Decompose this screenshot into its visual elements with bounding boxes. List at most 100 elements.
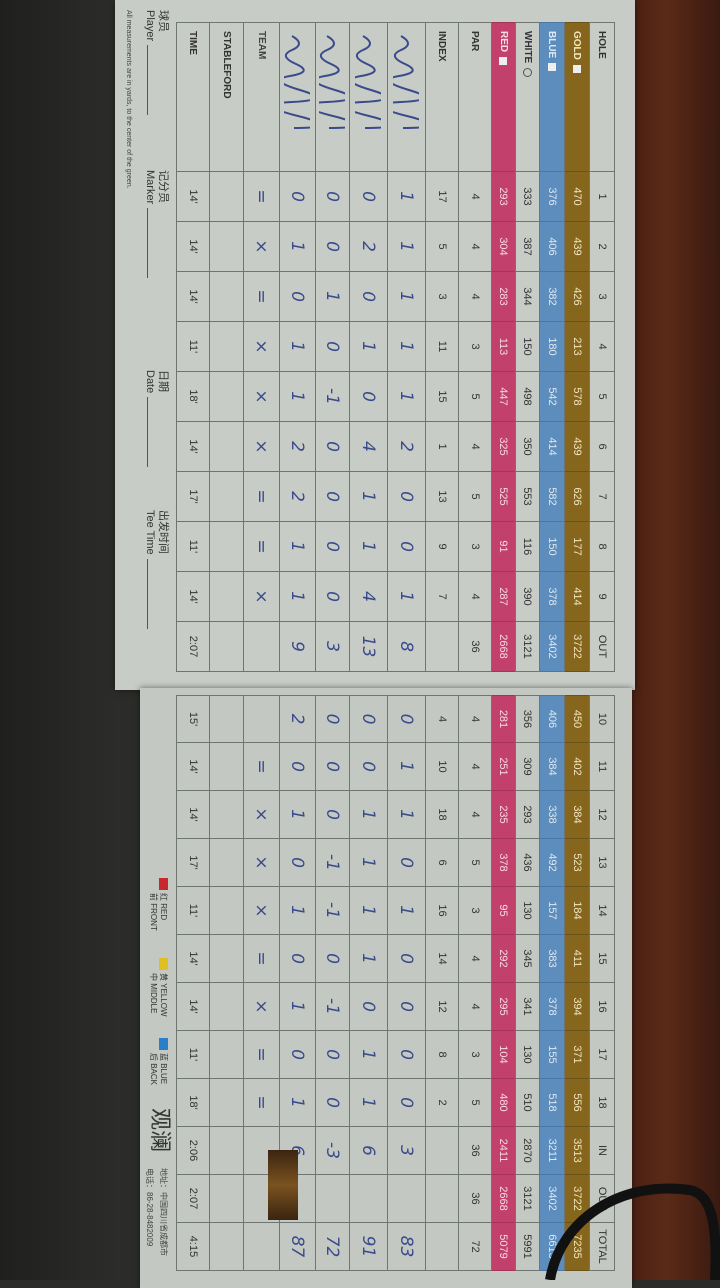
value-cell: 13 bbox=[590, 839, 614, 887]
score-cell: 1 bbox=[388, 322, 425, 372]
value-cell: 4 bbox=[459, 695, 491, 743]
value-cell: 72 bbox=[459, 1223, 491, 1271]
value-cell: 14' bbox=[177, 743, 209, 791]
wooden-table-background bbox=[630, 0, 720, 1280]
score-cell: 1 bbox=[280, 572, 315, 622]
row-label-text: RED bbox=[498, 31, 509, 53]
score-cell: 0 bbox=[388, 1079, 425, 1127]
score-cell: 0 bbox=[316, 222, 349, 272]
score-cell: 0 bbox=[316, 472, 349, 522]
value-cell: 382 bbox=[540, 272, 564, 322]
score-cell: 4 bbox=[350, 422, 387, 472]
score-cell: 72 bbox=[316, 1223, 349, 1271]
row-label-text: INDEX bbox=[436, 31, 448, 62]
value-cell bbox=[210, 983, 243, 1031]
value-cell: 371 bbox=[565, 1031, 589, 1079]
value-cell: 439 bbox=[565, 422, 589, 472]
score-cell: 1 bbox=[350, 1031, 387, 1079]
score-cell: = bbox=[244, 522, 279, 572]
value-cell: 287 bbox=[492, 572, 515, 622]
score-cell: 0 bbox=[388, 695, 425, 743]
value-cell: 3 bbox=[459, 522, 491, 572]
score-cell: 1 bbox=[280, 887, 315, 935]
row-player2: 0 0 1 1 1 1 0 1 1 6 91 bbox=[349, 695, 387, 1271]
score-cell: -3 bbox=[316, 1127, 349, 1175]
score-cell: -1 bbox=[316, 983, 349, 1031]
row-label: BLUE bbox=[540, 22, 564, 172]
value-cell: 5 bbox=[459, 1079, 491, 1127]
row-label: INDEX bbox=[426, 22, 458, 172]
score-cell: × bbox=[244, 572, 279, 622]
score-cell: 0 bbox=[350, 695, 387, 743]
value-cell: 4:15 bbox=[177, 1223, 209, 1271]
row-player3: 0 0 1 0 -1 0 0 0 0 3 bbox=[315, 22, 349, 672]
score-cell: 1 bbox=[388, 743, 425, 791]
row-label-text: HOLE bbox=[596, 31, 608, 59]
value-cell: 17 bbox=[590, 1031, 614, 1079]
value-cell: 11' bbox=[177, 322, 209, 372]
value-cell: 383 bbox=[540, 935, 564, 983]
score-cell: 0 bbox=[280, 743, 315, 791]
marker-label-en: Marker bbox=[144, 170, 156, 205]
row-label-text: BLUE bbox=[546, 31, 558, 59]
value-cell: 525 bbox=[492, 472, 515, 522]
club-address: 地址：中国四川省成都市 bbox=[159, 1168, 168, 1256]
value-cell: 251 bbox=[492, 743, 515, 791]
value-cell: 492 bbox=[540, 839, 564, 887]
score-cell: 0 bbox=[350, 172, 387, 222]
score-cell: × bbox=[244, 983, 279, 1031]
value-cell: 283 bbox=[492, 272, 515, 322]
value-cell: 6 bbox=[426, 839, 458, 887]
value-cell: 235 bbox=[492, 791, 515, 839]
value-cell: 5991 bbox=[516, 1223, 539, 1271]
value-cell: 11' bbox=[177, 1031, 209, 1079]
value-cell: 281 bbox=[492, 695, 515, 743]
flag-label: 黄 YELLOW bbox=[159, 973, 168, 1017]
score-cell: 0 bbox=[388, 983, 425, 1031]
value-cell: 18 bbox=[590, 1079, 614, 1127]
value-cell: 5 bbox=[590, 372, 614, 422]
score-cell: 1 bbox=[280, 372, 315, 422]
value-cell: 16 bbox=[590, 983, 614, 1031]
value-cell: 9 bbox=[590, 572, 614, 622]
value-cell: 2411 bbox=[492, 1127, 515, 1175]
row-hole: HOLE 1 2 3 4 5 6 7 8 9 OUT bbox=[589, 22, 615, 672]
score-cell: 0 bbox=[316, 522, 349, 572]
value-cell: 2:06 bbox=[177, 1127, 209, 1175]
score-cell: 0 bbox=[280, 839, 315, 887]
score-cell bbox=[388, 1175, 425, 1223]
score-cell: 2 bbox=[280, 695, 315, 743]
score-cell: 1 bbox=[350, 1079, 387, 1127]
score-cell: 2 bbox=[388, 422, 425, 472]
value-cell: 4 bbox=[459, 791, 491, 839]
score-cell: × bbox=[244, 839, 279, 887]
measurement-note: All measurements are in yards, to the ce… bbox=[125, 10, 132, 189]
value-cell: 113 bbox=[492, 322, 515, 372]
score-cell: 1 bbox=[280, 222, 315, 272]
score-cell: 0 bbox=[316, 1079, 349, 1127]
value-cell: 333 bbox=[516, 172, 539, 222]
value-cell: 8 bbox=[590, 522, 614, 572]
value-cell: 2 bbox=[590, 222, 614, 272]
value-cell bbox=[426, 622, 458, 672]
score-cell: -1 bbox=[316, 887, 349, 935]
value-cell: 4 bbox=[590, 322, 614, 372]
value-cell: 295 bbox=[492, 983, 515, 1031]
player-label-en: Player bbox=[144, 10, 156, 42]
score-cell: 1 bbox=[388, 372, 425, 422]
value-cell: 12 bbox=[426, 983, 458, 1031]
value-cell: 510 bbox=[516, 1079, 539, 1127]
value-cell: 95 bbox=[492, 887, 515, 935]
flag-label: 蓝 BLUE bbox=[159, 1053, 168, 1085]
row-label bbox=[350, 22, 387, 172]
score-cell: -1 bbox=[316, 372, 349, 422]
value-cell: 293 bbox=[492, 172, 515, 222]
score-cell: 1 bbox=[350, 472, 387, 522]
value-cell: 2 bbox=[426, 1079, 458, 1127]
score-cell: × bbox=[244, 791, 279, 839]
flag-sublabel: 前 FRONT bbox=[149, 893, 158, 931]
value-cell bbox=[210, 272, 243, 322]
value-cell: 402 bbox=[565, 743, 589, 791]
value-cell bbox=[426, 1175, 458, 1223]
